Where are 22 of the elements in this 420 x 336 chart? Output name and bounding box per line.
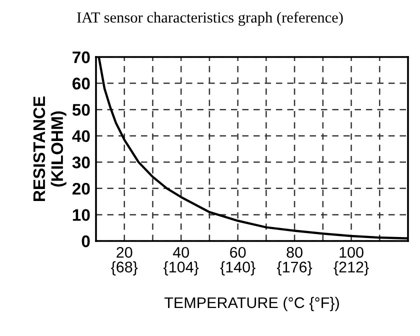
x2-tick-label: {176}: [276, 261, 312, 276]
y-tick-label: 40: [72, 130, 90, 142]
y-tick-label: 30: [72, 156, 90, 168]
y-tick-label: 60: [72, 78, 90, 90]
y-tick-label: 70: [72, 51, 90, 64]
x-tick-label: 60: [230, 246, 246, 258]
x2-tick-label: {212}: [334, 261, 369, 276]
x-axis-title: TEMPERATURE (°C {°F}): [164, 296, 339, 312]
x2-tick-label: {140}: [220, 261, 256, 276]
x-tick-label: 40: [172, 246, 189, 258]
y-tick-label: 50: [72, 104, 90, 116]
x-tick-label: 100: [340, 246, 364, 258]
x-tick-label: 80: [286, 246, 302, 258]
x-tick-label: 20: [116, 246, 132, 258]
chart-title: IAT sensor characteristics graph (reference): [77, 12, 343, 26]
y-tick-label: 0: [82, 235, 90, 248]
x2-tick-label: {68}: [111, 261, 138, 276]
y-axis-title: RESISTANCE (KILOHM): [33, 96, 66, 201]
x2-tick-label: {104}: [163, 261, 199, 276]
y-tick-label: 20: [72, 182, 90, 195]
line-series: [98, 57, 408, 240]
y-tick-label: 10: [72, 209, 90, 221]
